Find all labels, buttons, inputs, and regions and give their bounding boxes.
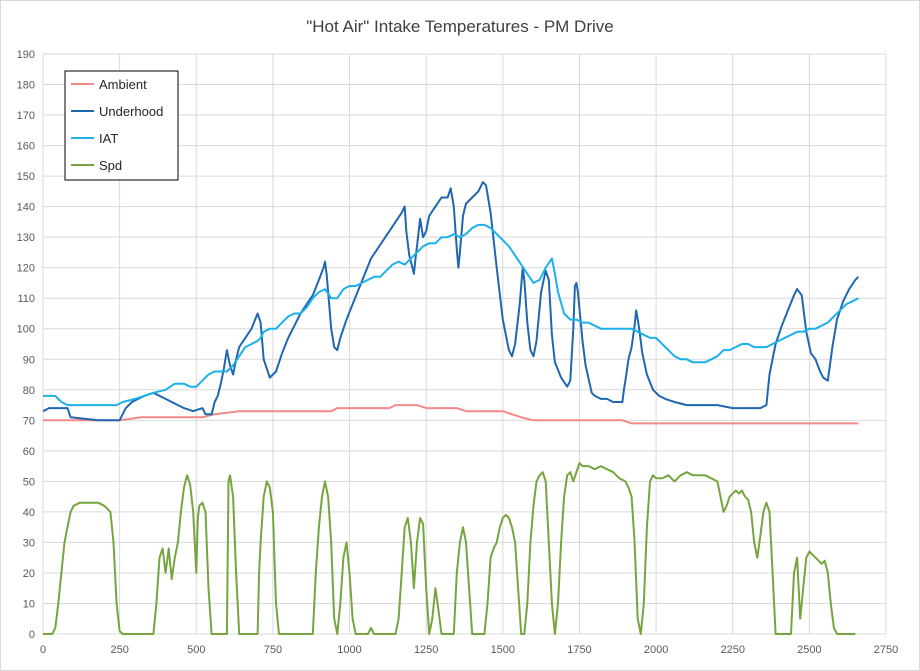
y-axis-tick-labels: 0 10 20 30 40 50 60 70 80 90 100 110 120 130 140 150 160… [17, 49, 35, 641]
y-tick-label: 150 [17, 171, 35, 183]
legend-label: Ambient [99, 77, 147, 92]
legend-label: Spd [99, 158, 122, 173]
x-tick-label: 1500 [491, 644, 515, 656]
y-tick-label: 10 [23, 598, 35, 610]
series-line-ambient [43, 404, 859, 425]
y-tick-label: 80 [23, 385, 35, 397]
x-tick-label: 1250 [414, 644, 438, 656]
y-tick-label: 30 [23, 537, 35, 549]
x-tick-label: 2000 [644, 644, 668, 656]
x-tick-label: 0 [40, 644, 46, 656]
legend-label: Underhood [99, 104, 163, 119]
y-tick-label: 130 [17, 232, 35, 244]
legend-box [64, 70, 179, 181]
y-tick-label: 20 [23, 568, 35, 580]
y-tick-label: 140 [17, 202, 35, 214]
x-tick-label: 2750 [874, 644, 898, 656]
y-tick-label: 190 [17, 49, 35, 61]
y-tick-label: 170 [17, 110, 35, 122]
x-tick-label: 250 [110, 644, 128, 656]
x-tick-label: 750 [264, 644, 282, 656]
x-tick-label: 2500 [797, 644, 821, 656]
legend: Ambient Underhood IAT Spd [64, 70, 179, 181]
y-tick-label: 40 [23, 507, 35, 519]
chart-title: "Hot Air" Intake Temperatures - PM Drive [306, 17, 613, 36]
y-tick-label: 180 [17, 80, 35, 92]
series-line-iat [43, 223, 859, 407]
x-tick-label: 1000 [337, 644, 361, 656]
y-tick-label: 50 [23, 476, 35, 488]
y-tick-label: 120 [17, 263, 35, 275]
data-series [42, 181, 860, 635]
series-line-underhood [42, 181, 860, 422]
x-axis-tick-labels: 0 250 500 750 1000 1250 1500 1750 2000 2250 2500 27… [40, 644, 898, 656]
series-line-spd [43, 462, 856, 635]
y-tick-label: 160 [17, 141, 35, 153]
x-tick-label: 500 [187, 644, 205, 656]
gridlines [42, 53, 887, 635]
x-tick-label: 2250 [720, 644, 744, 656]
y-tick-label: 70 [23, 415, 35, 427]
y-tick-label: 60 [23, 446, 35, 458]
y-tick-label: 100 [17, 324, 35, 336]
y-tick-label: 0 [29, 629, 35, 641]
y-tick-label: 90 [23, 354, 35, 366]
x-tick-label: 1750 [567, 644, 591, 656]
y-tick-label: 110 [17, 293, 35, 305]
legend-label: IAT [99, 131, 118, 146]
